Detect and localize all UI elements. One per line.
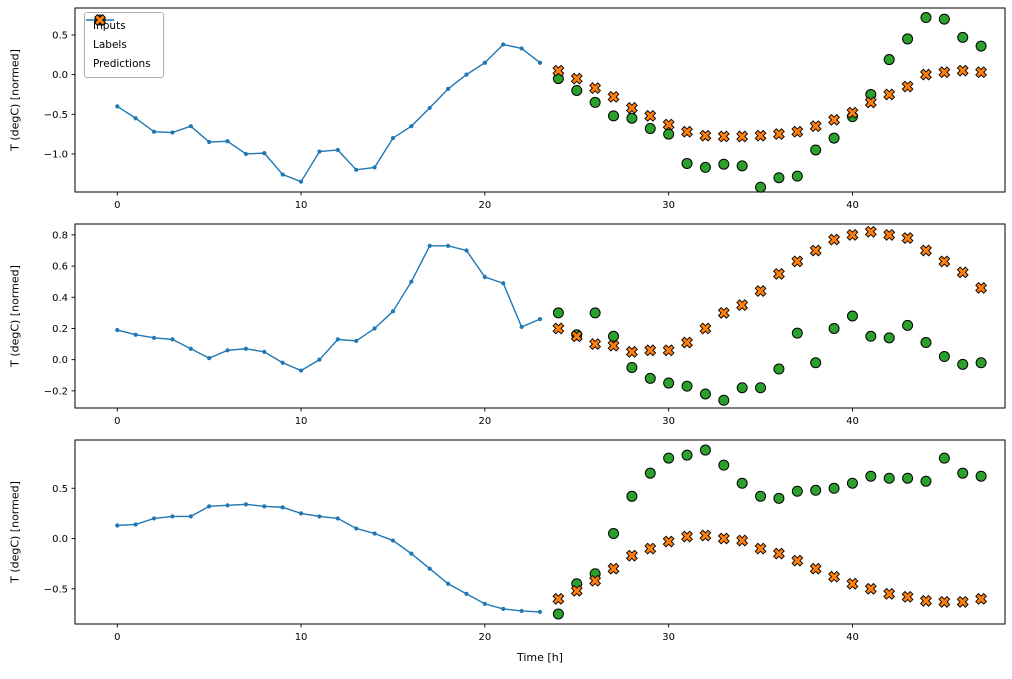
svg-text:−0.5: −0.5 — [44, 110, 68, 121]
svg-text:0.0: 0.0 — [52, 355, 68, 366]
labels-points — [552, 444, 987, 620]
predictions-points — [552, 225, 988, 358]
predictions-points — [552, 64, 988, 143]
x-axis-label: Time [h] — [517, 651, 563, 664]
predictions-points — [552, 529, 988, 608]
svg-text:0.5: 0.5 — [52, 30, 68, 41]
legend-item-predictions: Predictions — [93, 14, 151, 71]
labels-points — [552, 12, 987, 193]
svg-text:0.0: 0.0 — [52, 70, 68, 81]
svg-text:0.5: 0.5 — [52, 484, 68, 495]
svg-text:0.2: 0.2 — [52, 324, 68, 335]
svg-text:−1.0: −1.0 — [44, 149, 68, 160]
legend-label-predictions: Predictions — [93, 58, 151, 70]
subplot-2-plot-area: 0 10 20 30 40 0.8 0.6 0.4 0.2 0.0 −0.2 — [44, 223, 1006, 427]
subplot-1-y-axis-label: T (degC) [normed] — [8, 49, 22, 151]
inputs-line — [115, 42, 543, 184]
svg-text:40: 40 — [846, 416, 859, 427]
svg-text:10: 10 — [295, 416, 308, 427]
svg-text:−0.5: −0.5 — [44, 584, 68, 595]
svg-text:0.6: 0.6 — [52, 262, 68, 273]
svg-text:30: 30 — [662, 632, 675, 643]
subplot-2: 0 10 20 30 40 0.8 0.6 0.4 0.2 0.0 −0.2 T (degC) [n… — [0, 216, 1012, 432]
inputs-line — [115, 243, 543, 373]
svg-text:10: 10 — [295, 632, 308, 643]
svg-text:0: 0 — [114, 632, 120, 643]
legend-item-labels: Labels — [93, 14, 151, 52]
svg-text:20: 20 — [478, 200, 491, 211]
svg-text:10: 10 — [295, 200, 308, 211]
subplot-1-plot-area: 0 10 20 30 40 0.5 0.0 −0.5 −1.0 — [44, 7, 1006, 211]
svg-text:0: 0 — [114, 200, 120, 211]
svg-text:40: 40 — [846, 632, 859, 643]
subplot-3-plot-area: 0 10 20 30 40 0.5 0.0 −0.5 — [44, 439, 1006, 643]
svg-text:20: 20 — [478, 416, 491, 427]
legend: Inputs Labels Predictions — [84, 12, 164, 78]
svg-text:0.0: 0.0 — [52, 534, 68, 545]
svg-text:40: 40 — [846, 200, 859, 211]
subplot-3: 0 10 20 30 40 0.5 0.0 −0.5 T (degC) [normed] — [0, 432, 1012, 648]
svg-text:20: 20 — [478, 632, 491, 643]
svg-text:−0.2: −0.2 — [44, 386, 68, 397]
svg-text:0.8: 0.8 — [52, 230, 68, 241]
svg-text:30: 30 — [662, 416, 675, 427]
subplot-2-y-axis-label: T (degC) [normed] — [8, 265, 22, 367]
thick-x-marker-icon — [94, 14, 106, 26]
subplot-1: 0 10 20 30 40 0.5 0.0 −0.5 −1.0 T (degC) [normed… — [0, 0, 1012, 216]
subplot-3-y-axis-label: T (degC) [normed] — [8, 481, 22, 583]
labels-points — [552, 307, 987, 406]
inputs-line — [115, 502, 543, 615]
svg-text:30: 30 — [662, 200, 675, 211]
svg-text:0.4: 0.4 — [52, 293, 68, 304]
legend-label-labels: Labels — [93, 39, 127, 51]
svg-text:0: 0 — [114, 416, 120, 427]
